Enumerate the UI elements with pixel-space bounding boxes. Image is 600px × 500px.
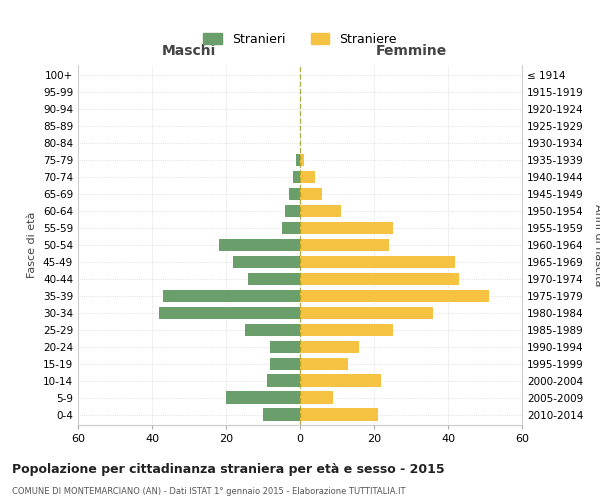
Bar bbox=[300, 238, 389, 252]
Bar bbox=[300, 290, 488, 302]
Y-axis label: Anni di nascita: Anni di nascita bbox=[593, 204, 600, 286]
Bar bbox=[300, 256, 455, 268]
Bar bbox=[300, 392, 334, 404]
Bar bbox=[300, 154, 304, 166]
Bar bbox=[266, 374, 300, 387]
Bar bbox=[300, 170, 315, 183]
Bar bbox=[263, 408, 300, 421]
Bar bbox=[300, 188, 322, 200]
Bar bbox=[218, 238, 300, 252]
Bar bbox=[296, 154, 300, 166]
Text: Maschi: Maschi bbox=[162, 44, 216, 58]
Text: COMUNE DI MONTEMARCIANO (AN) - Dati ISTAT 1° gennaio 2015 - Elaborazione TUTTITA: COMUNE DI MONTEMARCIANO (AN) - Dati ISTA… bbox=[12, 488, 406, 496]
Bar bbox=[300, 222, 392, 234]
Bar bbox=[289, 188, 300, 200]
Bar bbox=[300, 358, 348, 370]
Bar bbox=[226, 392, 300, 404]
Bar bbox=[300, 204, 341, 218]
Bar bbox=[271, 358, 300, 370]
Text: Femmine: Femmine bbox=[376, 44, 446, 58]
Bar bbox=[300, 272, 459, 285]
Legend: Stranieri, Straniere: Stranieri, Straniere bbox=[198, 28, 402, 51]
Bar bbox=[271, 340, 300, 353]
Y-axis label: Fasce di età: Fasce di età bbox=[28, 212, 37, 278]
Bar bbox=[245, 324, 300, 336]
Bar bbox=[300, 306, 433, 320]
Bar bbox=[160, 306, 300, 320]
Bar bbox=[300, 408, 378, 421]
Bar bbox=[300, 374, 382, 387]
Bar bbox=[293, 170, 300, 183]
Bar bbox=[300, 340, 359, 353]
Bar bbox=[248, 272, 300, 285]
Text: Popolazione per cittadinanza straniera per età e sesso - 2015: Popolazione per cittadinanza straniera p… bbox=[12, 462, 445, 475]
Bar bbox=[233, 256, 300, 268]
Bar bbox=[281, 222, 300, 234]
Bar bbox=[285, 204, 300, 218]
Bar bbox=[163, 290, 300, 302]
Bar bbox=[300, 324, 392, 336]
